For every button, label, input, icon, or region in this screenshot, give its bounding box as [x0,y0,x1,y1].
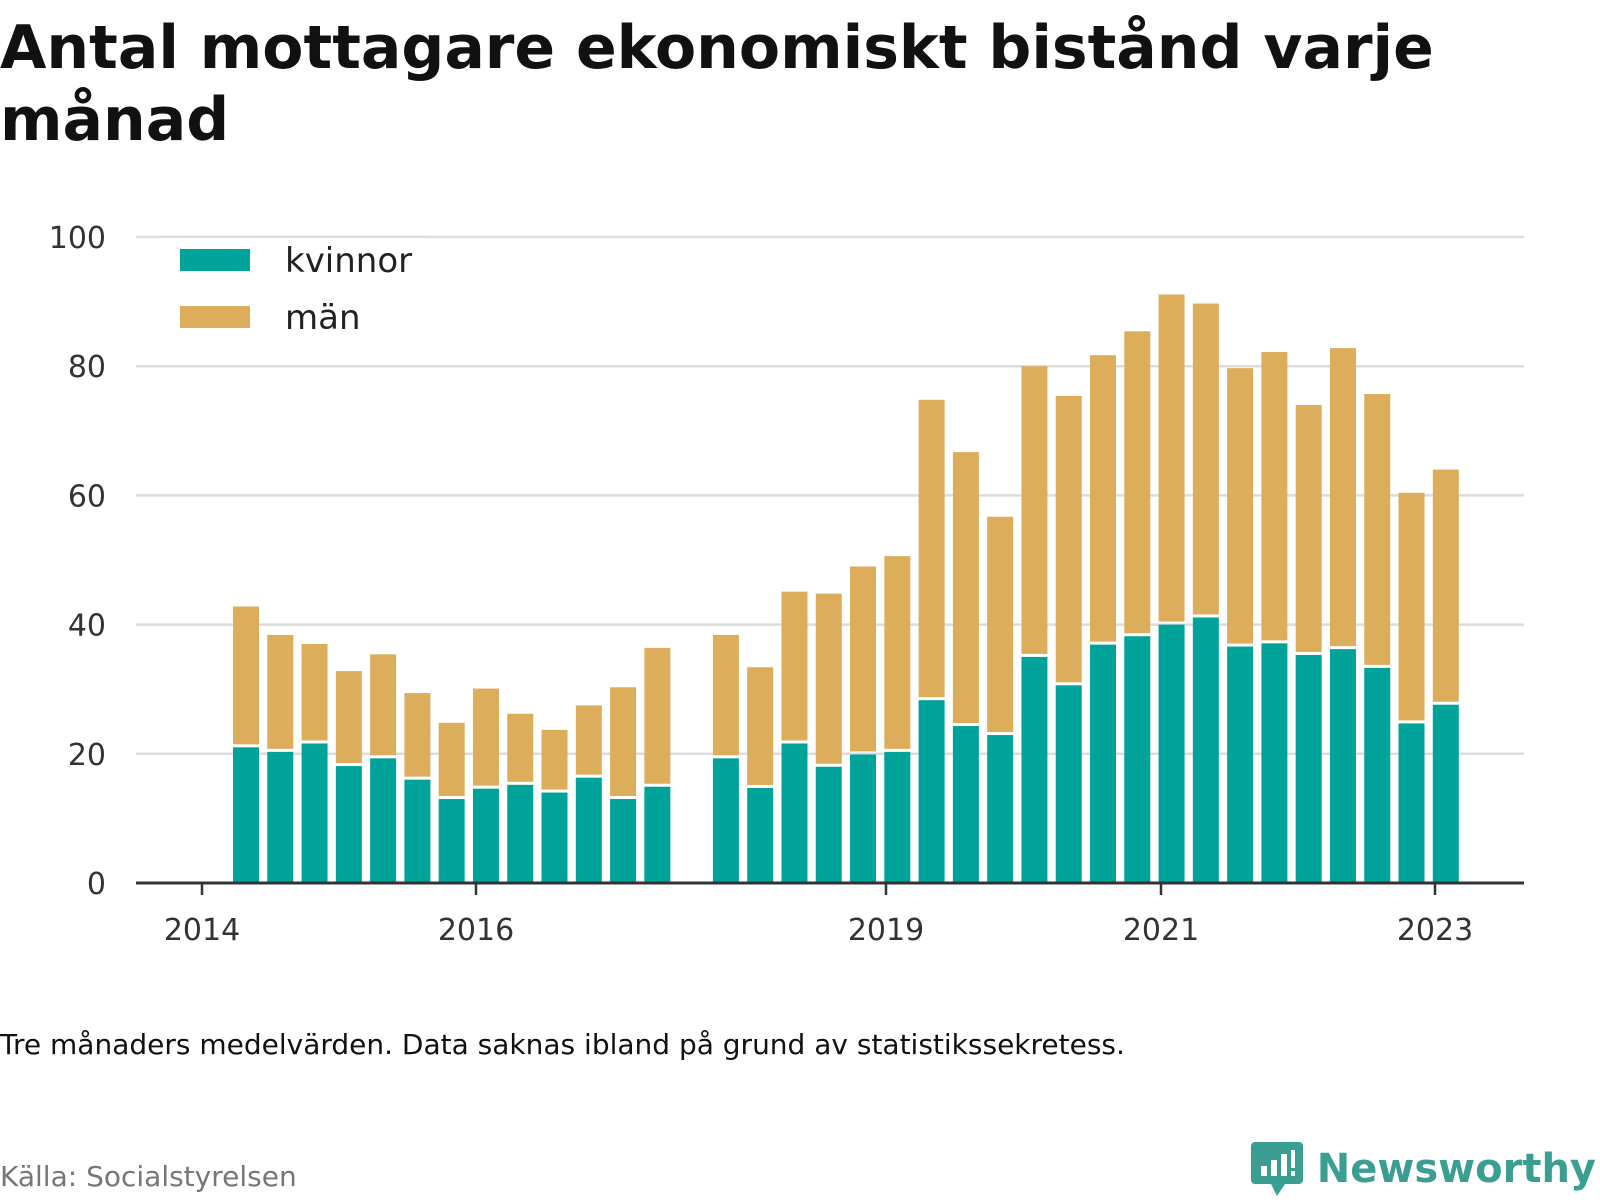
bar-man [1329,348,1356,647]
bar-man [335,671,362,764]
bar-man [1055,395,1082,683]
bar-man [952,452,979,724]
bar-man [747,667,774,786]
bar-man [1158,294,1185,622]
bar-kvinnor [1295,654,1322,883]
y-tick-label: 80 [68,350,106,385]
bar-kvinnor [541,792,568,883]
bar-kvinnor [267,751,294,883]
bar-man [472,688,499,786]
bar-man [1398,492,1425,721]
bar-man [815,593,842,764]
bars [233,294,1459,883]
bar-kvinnor [233,747,259,883]
legend-label-kvinnor: kvinnor [285,241,412,281]
brand-name: Newsworthy [1316,1146,1596,1192]
y-tick-label: 40 [68,609,106,644]
chart-title: Antal mottagare ekonomiskt bistånd varje… [0,13,1434,155]
y-tick-label: 100 [49,221,106,256]
bar-man [1192,303,1219,615]
bar-man [438,722,465,797]
bar-man [1295,404,1322,652]
bar-man [644,647,671,784]
bar-kvinnor [301,743,328,883]
legend-label-man: män [285,298,361,338]
y-tick-label: 20 [68,738,106,773]
bar-man [850,566,877,752]
bar-man [541,729,568,790]
bar-man [1261,351,1288,641]
bar-kvinnor [1398,723,1425,883]
bar-chart: 0 20 40 60 80 100 2014 2016 2019 2021 2023 kvinno… [49,221,1524,948]
bar-kvinnor [507,784,534,883]
bar-kvinnor [472,788,499,883]
source-text: Källa: Socialstyrelsen [0,1160,297,1193]
bar-man [1432,469,1459,702]
bar-man [575,705,602,775]
bar-kvinnor [575,777,602,883]
bar-kvinnor [815,766,842,883]
bar-kvinnor [781,743,808,883]
bar-kvinnor [1124,636,1151,883]
bar-man [370,654,397,756]
x-tick-label: 2016 [438,913,514,948]
bar-kvinnor [404,779,431,883]
bar-kvinnor [747,788,774,883]
bar-man [918,399,945,698]
bar-man [781,591,808,741]
bar-man [1021,366,1048,654]
legend-swatch-kvinnor [180,249,250,271]
x-axis-ticks: 2014 2016 2019 2021 2023 [164,883,1473,948]
bar-kvinnor [850,754,877,883]
bar-kvinnor [1261,643,1288,883]
bar-kvinnor [1192,617,1219,883]
bar-man [1124,331,1151,634]
bar-man [233,606,259,745]
bar-man [1090,355,1116,642]
legend-swatch-man [180,306,250,328]
bar-man [712,634,739,756]
bar-man [301,643,328,741]
legend: kvinnor män [160,238,428,348]
y-tick-label: 60 [68,479,106,514]
bar-man [267,634,294,749]
newsworthy-logo[interactable]: Newsworthy [1250,1140,1596,1198]
bar-kvinnor [1329,649,1356,883]
bar-man [404,693,431,777]
y-tick-label: 0 [87,867,106,902]
y-axis-ticks: 0 20 40 60 80 100 [49,221,106,902]
x-tick-label: 2014 [164,913,240,948]
bar-kvinnor [1227,646,1254,883]
bar-man [884,556,911,749]
bar-kvinnor [610,799,637,883]
bar-kvinnor [1055,685,1082,883]
bar-man [507,713,534,782]
bar-kvinnor [712,758,739,883]
bar-kvinnor [370,758,397,883]
bar-kvinnor [918,700,945,883]
x-tick-label: 2019 [848,913,924,948]
bar-kvinnor [1021,656,1048,883]
bar-kvinnor [952,726,979,883]
bar-man [1364,393,1391,665]
chart-note: Tre månaders medelvärden. Data saknas ib… [0,1028,1125,1061]
bar-kvinnor [335,766,362,883]
bar-kvinnor [644,786,671,883]
bar-kvinnor [987,735,1014,883]
bar-kvinnor [1158,624,1185,883]
bar-man [987,516,1014,733]
x-tick-label: 2023 [1397,913,1473,948]
x-tick-label: 2021 [1123,913,1199,948]
bar-kvinnor [438,799,465,883]
bar-kvinnor [1364,667,1391,883]
bar-man [1227,368,1254,644]
bar-kvinnor [884,751,911,883]
gridlines [136,235,1524,756]
bar-man [610,687,637,797]
newsworthy-logo-icon [1250,1142,1303,1196]
bar-kvinnor [1432,704,1459,883]
bar-kvinnor [1090,644,1116,883]
